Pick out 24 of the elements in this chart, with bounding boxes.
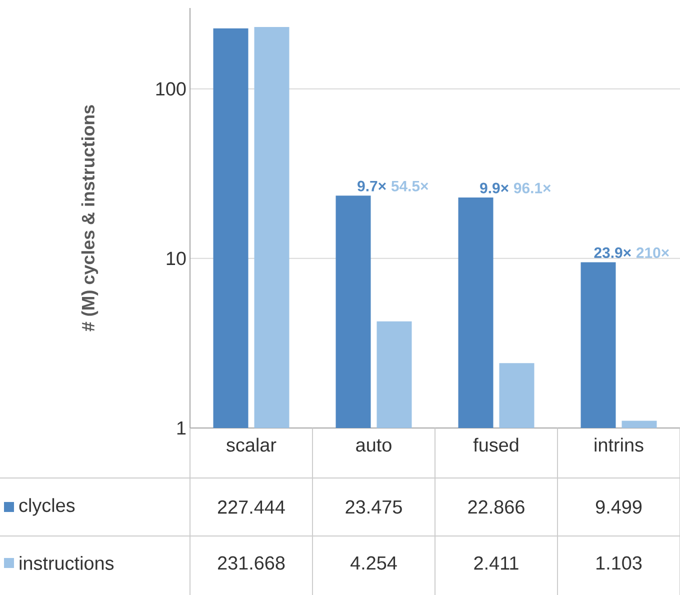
data-label: 227.444: [218, 500, 285, 514]
x-tick-label: auto: [356, 439, 392, 452]
annotation: 9.7×: [358, 180, 386, 192]
y-tick-label: 100: [156, 82, 186, 96]
data-label: 23.475: [346, 500, 402, 514]
annotation: 96.1×: [514, 182, 551, 194]
data-label: 231.668: [218, 556, 285, 570]
x-tick-label: intrins: [594, 438, 644, 452]
legend-label: clycles: [19, 498, 75, 516]
data-label: 1.103: [596, 556, 642, 570]
data-label: 22.866: [468, 500, 524, 514]
data-label: 2.411: [474, 556, 518, 570]
x-tick-label: fused: [473, 438, 518, 452]
data-label: 9.499: [596, 500, 642, 514]
annotation: 210×: [636, 247, 669, 258]
legend-label: instructions: [20, 556, 114, 570]
y-tick-label: 1: [177, 421, 186, 434]
data-label: 4.254: [350, 556, 397, 570]
annotation: 9.9×: [480, 182, 508, 194]
y-tick-label: 10: [166, 252, 186, 266]
x-tick-label: scalar: [226, 438, 276, 452]
annotation: 23.9×: [594, 247, 631, 258]
annotation: 54.5×: [391, 180, 428, 192]
y-axis-title: # (M) cycles & instructions: [81, 105, 98, 332]
